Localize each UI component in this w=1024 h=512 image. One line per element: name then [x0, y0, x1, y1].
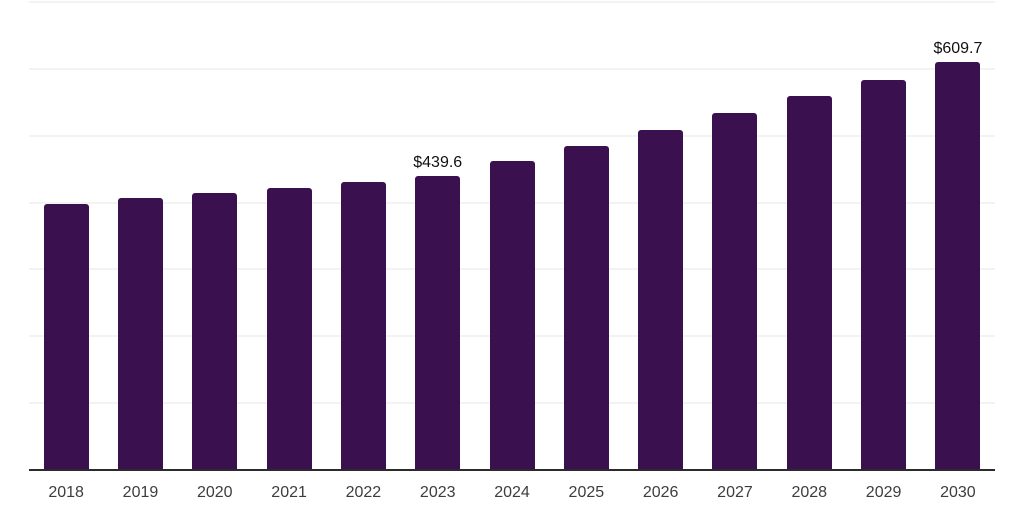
bar-slot-2023: $439.6 — [401, 2, 475, 470]
x-tick-label-2018: 2018 — [48, 484, 84, 501]
gridline-600 — [29, 67, 995, 70]
bar-slot-2018 — [29, 2, 103, 470]
x-tick-label-2021: 2021 — [271, 484, 307, 501]
x-tick-label-2025: 2025 — [568, 484, 605, 501]
bar-2027 — [712, 112, 758, 470]
bar-value-label-2023: $439.6 — [413, 154, 463, 172]
bar-2028 — [786, 96, 832, 470]
bar-2026 — [638, 129, 684, 470]
x-tick-label-2029: 2029 — [865, 484, 902, 501]
x-tick-label-2024: 2024 — [494, 484, 530, 501]
bar-2030 — [935, 62, 981, 470]
bar-slot-2030: $609.7 — [921, 2, 995, 470]
x-tick-label-2022: 2022 — [345, 484, 382, 501]
bar-slot-2022 — [326, 2, 400, 470]
bar-2020 — [192, 193, 238, 470]
bar-slot-2025 — [549, 2, 623, 470]
x-tick-label-2023: 2023 — [419, 484, 456, 501]
x-axis-tick-labels: 2018 2019 2020 2021 2022 2023 2024 2025 2026 2027… — [29, 484, 995, 502]
bar-slot-2019 — [103, 2, 177, 470]
plot-area: $439.6 $609.7 — [29, 1, 995, 470]
x-tick-label-2019: 2019 — [122, 484, 159, 501]
bar-2019 — [117, 197, 163, 470]
bar-slot-2026 — [624, 2, 698, 470]
bar-2021 — [266, 188, 312, 470]
bar-2024 — [489, 161, 535, 470]
gridline-500 — [29, 134, 995, 137]
bar-slot-2027 — [698, 2, 772, 470]
x-tick-label-2020: 2020 — [196, 484, 233, 501]
bar-slot-2029 — [846, 2, 920, 470]
bar-slot-2028 — [772, 2, 846, 470]
x-tick-label-2030: 2030 — [940, 484, 976, 501]
x-tick-label-2027: 2027 — [717, 484, 753, 501]
bar-value-label-2030: $609.7 — [933, 40, 983, 58]
bar-2023 — [415, 176, 461, 470]
bar-2025 — [563, 145, 609, 470]
bar-2022 — [340, 182, 386, 470]
x-tick-label-2026: 2026 — [642, 484, 679, 501]
x-tick-label-2028: 2028 — [791, 484, 828, 501]
bar-slot-2021 — [252, 2, 326, 470]
bar-2029 — [861, 79, 907, 470]
bar-2018 — [43, 203, 89, 470]
bar-slot-2020 — [178, 2, 252, 470]
bar-slot-2024 — [475, 2, 549, 470]
x-axis-line — [29, 469, 995, 471]
gridline-700 — [29, 1, 995, 3]
bar-series: $439.6 $609.7 — [29, 2, 995, 470]
